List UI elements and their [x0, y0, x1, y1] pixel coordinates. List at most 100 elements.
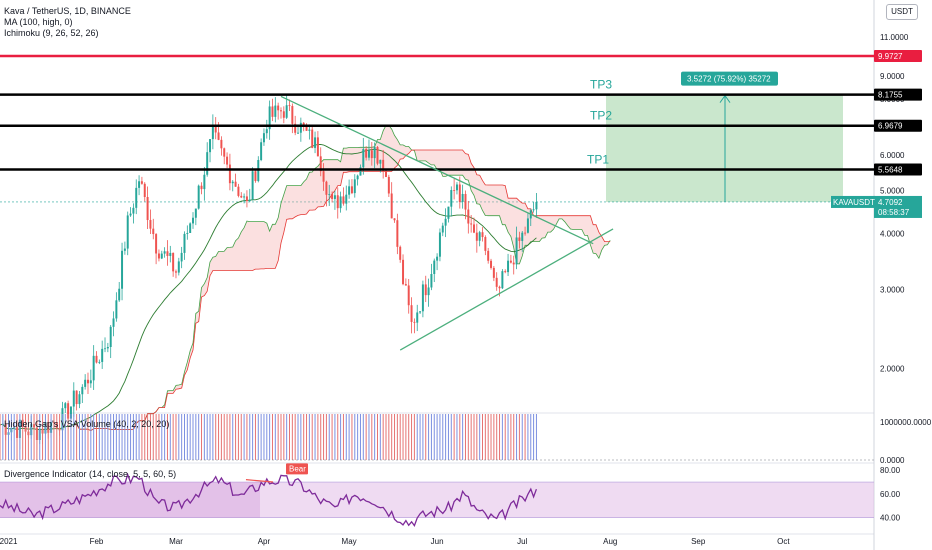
candle-body [84, 379, 87, 387]
tp3-price-badge-text: 8.1755 [878, 91, 903, 100]
candle-body [509, 260, 512, 263]
candle-body [319, 156, 322, 172]
tp1-price-badge-text: 5.5648 [878, 165, 903, 174]
price-tick-label: 5.0000 [880, 186, 905, 195]
candle-body [356, 175, 359, 180]
candle-body [316, 137, 319, 157]
candle-body [194, 208, 197, 218]
candle-body [328, 194, 331, 195]
candle-body [444, 218, 447, 226]
time-tick-label: Mar [169, 537, 183, 546]
candle-body [262, 133, 265, 143]
candle-body [75, 390, 78, 405]
candle-body [282, 111, 285, 118]
candle-body [64, 403, 67, 409]
candle-body [410, 305, 413, 322]
candle-body [135, 187, 138, 208]
candle-body [331, 194, 334, 199]
candle-body [237, 186, 240, 196]
tp2-label: TP2 [590, 109, 612, 123]
oscillator-tick-label: 40.00 [880, 514, 901, 523]
candle-body [345, 194, 348, 204]
candle-body [475, 232, 478, 241]
candle-body [322, 171, 325, 182]
candle-body [228, 164, 231, 184]
tp2-price-badge-text: 6.9679 [878, 122, 903, 131]
candle-body [438, 232, 441, 257]
time-tick-label: Feb [90, 537, 104, 546]
divergence-legend[interactable]: Divergence Indicator (14, close, 5, 5, 6… [4, 469, 177, 479]
candle-body [430, 274, 433, 288]
candle-body [248, 199, 251, 202]
candle-body [291, 106, 294, 124]
tp1-price-badge [874, 163, 922, 176]
candle-body [189, 223, 192, 233]
ma-legend[interactable]: MA (100, high, 0) [4, 17, 73, 27]
candle-body [481, 232, 484, 238]
candle-body [365, 149, 368, 158]
candle-body [342, 196, 345, 204]
bear-badge-text: Bear [289, 464, 306, 473]
candle-body [149, 220, 152, 229]
candle-body [424, 284, 427, 296]
candle-body [288, 105, 291, 107]
candle-body [129, 213, 132, 216]
volume-legend[interactable]: Hidden Gap's VSA Volume (40, 2, 20, 20) [4, 419, 170, 429]
ichimoku-legend[interactable]: Ichimoku (9, 26, 52, 26) [4, 28, 99, 38]
candle-body [243, 196, 246, 198]
candle-body [277, 105, 280, 111]
last-price-badge [874, 195, 922, 218]
chart-title[interactable]: Kava / TetherUS, 1D, BINANCE [4, 6, 131, 16]
candle-body [461, 193, 464, 202]
candle-body [521, 232, 524, 241]
target-measure-label: 3.5272 (75.92%) 35272 [687, 75, 771, 84]
candle-body [427, 287, 430, 296]
candle-body [490, 260, 493, 268]
candle-body [501, 271, 504, 289]
candle-body [532, 209, 535, 211]
candle-body [467, 209, 470, 224]
candle-body [220, 139, 223, 149]
candle-body [67, 403, 70, 419]
candle-body [294, 123, 297, 133]
candle-body [421, 284, 424, 312]
candles [0, 95, 538, 450]
volume-tick-label: 0.0000 [880, 456, 905, 465]
moving-average-line [0, 143, 537, 431]
candle-body [396, 220, 399, 247]
candle-body [169, 252, 172, 256]
candle-body [333, 195, 336, 199]
candle-body [450, 190, 453, 207]
candle-body [336, 195, 339, 209]
candle-body [254, 171, 257, 182]
resistance-price-badge-text: 9.9727 [878, 52, 903, 61]
candle-body [339, 196, 342, 209]
candle-body [526, 218, 529, 233]
candle-body [81, 386, 84, 395]
candle-body [314, 137, 317, 148]
candle-body [109, 326, 112, 347]
candle-body [92, 355, 95, 381]
candle-body [223, 148, 226, 157]
currency-badge[interactable]: USDT [886, 4, 918, 20]
labels: TP3 TP2 TP1 3.5272 (75.92%) 35272 [587, 71, 778, 166]
candle-body [279, 110, 282, 112]
time-tick-label: Oct [777, 537, 790, 546]
bear-divergence-line [245, 479, 274, 483]
candle-body [118, 288, 121, 301]
ichimoku-span-a [73, 125, 611, 432]
candle-body [407, 285, 410, 306]
candle-body [458, 184, 461, 202]
candle-body [362, 149, 365, 168]
candle-body [72, 390, 75, 407]
tp3-price-badge [874, 88, 922, 101]
candle-body [98, 361, 101, 363]
candle-body [106, 346, 109, 349]
candle-body [123, 248, 126, 251]
candle-body [285, 105, 288, 118]
oscillator-tick-label: 60.00 [880, 490, 901, 499]
candle-body [140, 181, 143, 184]
candle-body [447, 206, 450, 219]
time-tick-label: May [342, 537, 357, 546]
